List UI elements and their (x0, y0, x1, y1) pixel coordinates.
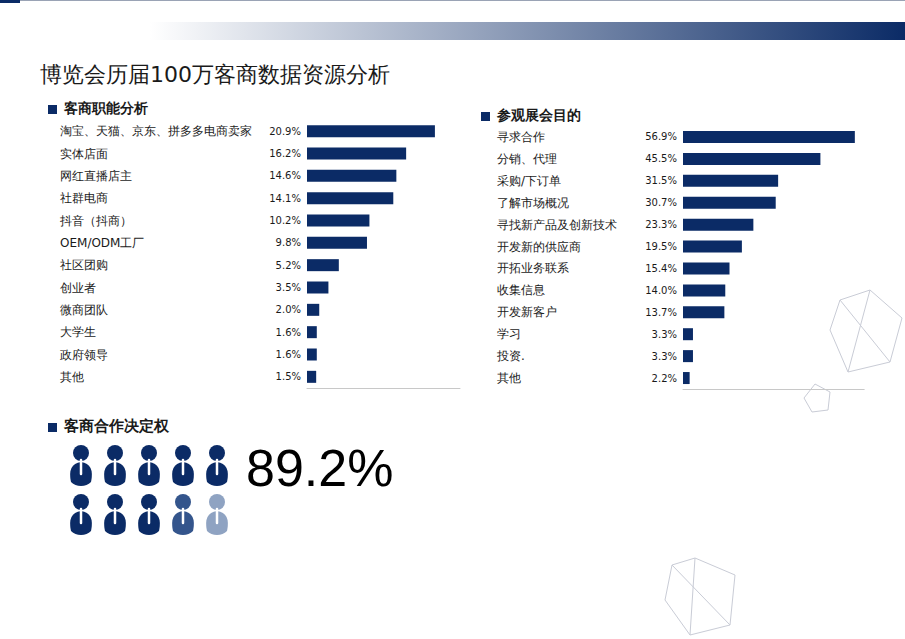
svg-text:其他: 其他 (497, 371, 521, 385)
svg-text:创业者: 创业者 (60, 281, 96, 295)
svg-text:分销、代理: 分销、代理 (497, 152, 557, 166)
svg-text:5.2%: 5.2% (276, 260, 301, 271)
html-text:89.2%: 89.2% (246, 439, 394, 497)
svg-text:3.5%: 3.5% (276, 282, 301, 293)
svg-text:寻找新产品及创新技术: 寻找新产品及创新技术 (497, 218, 617, 232)
svg-text:淘宝、天猫、京东、拼多多电商卖家: 淘宝、天猫、京东、拼多多电商卖家 (60, 124, 252, 138)
svg-text:16.2%: 16.2% (269, 148, 301, 159)
svg-text:1.5%: 1.5% (276, 371, 301, 382)
svg-text:10.2%: 10.2% (269, 215, 301, 226)
svg-text:社区团购: 社区团购 (60, 258, 108, 272)
svg-text:政府领导: 政府领导 (60, 348, 108, 362)
svg-text:寻求合作: 寻求合作 (497, 130, 545, 144)
svg-text:9.8%: 9.8% (276, 237, 301, 248)
html-text:客商职能分析: 客商职能分析 (64, 100, 148, 116)
html-text:客商合作决定权: 客商合作决定权 (64, 417, 169, 435)
svg-text:开发新客户: 开发新客户 (497, 305, 557, 319)
svg-text:开发新的供应商: 开发新的供应商 (497, 240, 581, 254)
svg-text:2.2%: 2.2% (652, 373, 677, 384)
svg-text:30.7%: 30.7% (645, 197, 677, 208)
svg-text:微商团队: 微商团队 (60, 303, 108, 317)
svg-text:19.5%: 19.5% (645, 241, 677, 252)
svg-text:投资.: 投资. (496, 349, 525, 363)
svg-text:45.5%: 45.5% (645, 153, 677, 164)
svg-text:采购/下订单: 采购/下订单 (497, 174, 561, 188)
svg-text:14.6%: 14.6% (269, 170, 301, 181)
svg-text:社群电商: 社群电商 (60, 191, 108, 205)
svg-text:OEM/ODM工厂: OEM/ODM工厂 (60, 236, 144, 250)
svg-text:1.6%: 1.6% (276, 327, 301, 338)
svg-text:网红直播店主: 网红直播店主 (60, 169, 132, 183)
svg-text:23.3%: 23.3% (645, 219, 677, 230)
svg-text:15.4%: 15.4% (645, 263, 677, 274)
svg-text:2.0%: 2.0% (276, 304, 301, 315)
svg-text:31.5%: 31.5% (645, 175, 677, 186)
svg-text:其他: 其他 (60, 370, 84, 384)
svg-text:14.0%: 14.0% (645, 285, 677, 296)
svg-text:实体店面: 实体店面 (60, 147, 108, 161)
svg-text:3.3%: 3.3% (652, 351, 677, 362)
svg-text:学习: 学习 (497, 327, 521, 341)
svg-text:20.9%: 20.9% (269, 126, 301, 137)
html-text:博览会历届100万客商数据资源分析: 博览会历届100万客商数据资源分析 (40, 62, 390, 87)
svg-text:开拓业务联系: 开拓业务联系 (497, 261, 569, 275)
svg-text:大学生: 大学生 (60, 325, 96, 339)
svg-text:13.7%: 13.7% (645, 307, 677, 318)
html-text:参观展会目的: 参观展会目的 (497, 107, 581, 123)
svg-text:14.1%: 14.1% (269, 193, 301, 204)
svg-text:了解市场概况: 了解市场概况 (497, 196, 569, 210)
svg-text:3.3%: 3.3% (652, 329, 677, 340)
svg-text:收集信息: 收集信息 (497, 283, 545, 297)
svg-text:1.6%: 1.6% (276, 349, 301, 360)
svg-text:抖音（抖商）: 抖音（抖商） (59, 214, 132, 228)
svg-text:56.9%: 56.9% (645, 131, 677, 142)
